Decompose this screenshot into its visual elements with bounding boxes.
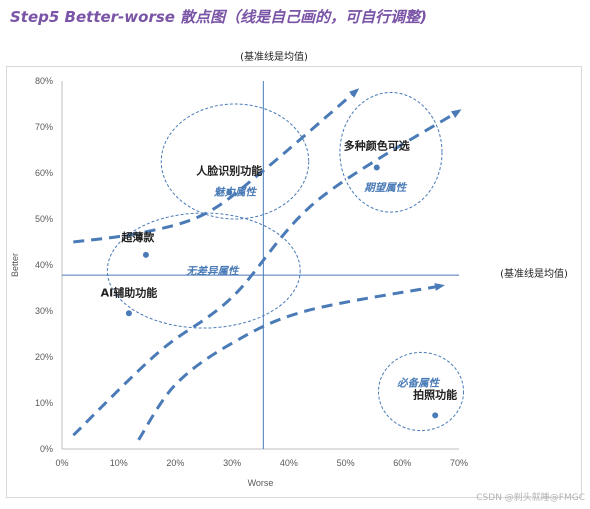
x-tick-label: 30%	[223, 458, 241, 468]
region-label: 无差异属性	[185, 265, 240, 278]
x-axis-title: Worse	[248, 478, 274, 488]
trend-arrow	[73, 88, 360, 244]
trend-arrow	[72, 109, 462, 437]
y-tick-labels: 0% 10% 20% 30% 40% 50% 60% 70% 80%	[35, 76, 53, 454]
y-tick-label: 80%	[35, 76, 53, 86]
y-axis-title: Better	[10, 253, 20, 277]
point-label: 人脸识别功能	[196, 163, 262, 177]
point-label: 超薄款	[120, 230, 155, 244]
watermark: CSDN @刹头就睡@FMGC	[476, 491, 585, 503]
trend-arrows	[72, 88, 462, 441]
region-label: 期望属性	[363, 181, 407, 194]
x-tick-label: 60%	[393, 458, 411, 468]
y-tick-label: 10%	[35, 398, 53, 408]
y-tick-label: 60%	[35, 168, 53, 178]
region-ellipse	[377, 351, 465, 432]
data-point	[142, 251, 149, 258]
y-tick-label: 50%	[35, 214, 53, 224]
x-tick-label: 50%	[337, 458, 355, 468]
x-tick-label: 20%	[166, 458, 184, 468]
reference-lines	[62, 81, 459, 449]
chart-frame	[6, 66, 582, 498]
region-ellipse	[339, 92, 443, 213]
y-tick-label: 70%	[35, 122, 53, 132]
data-point	[432, 412, 439, 419]
data-point	[125, 310, 132, 317]
trend-arrow	[137, 283, 445, 441]
point-label: 多种颜色可选	[344, 138, 410, 152]
x-tick-label: 70%	[450, 458, 468, 468]
y-tick-label: 20%	[35, 352, 53, 362]
x-tick-labels: 0% 10% 20% 30% 40% 50% 60% 70%	[55, 458, 468, 468]
x-tick-label: 0%	[55, 458, 68, 468]
region-label: 必备属性	[397, 376, 440, 389]
point-label: AI辅助功能	[101, 285, 158, 299]
y-tick-label: 0%	[40, 444, 53, 454]
x-tick-label: 10%	[110, 458, 128, 468]
x-tick-label: 40%	[280, 458, 298, 468]
baseline-note-right: (基准线是均值)	[500, 267, 568, 280]
y-tick-label: 30%	[35, 306, 53, 316]
y-tick-label: 40%	[35, 260, 53, 270]
region-ellipse	[160, 103, 310, 220]
data-point	[373, 164, 380, 171]
baseline-note-top: (基准线是均值)	[240, 50, 308, 63]
page-title: Step5 Better-worse 散点图（线是自己画的，可自行调整)	[10, 8, 428, 26]
data-point	[226, 189, 233, 196]
point-label: 拍照功能	[413, 387, 457, 401]
axes	[61, 81, 459, 450]
region-label: 魅力属性	[213, 185, 257, 198]
